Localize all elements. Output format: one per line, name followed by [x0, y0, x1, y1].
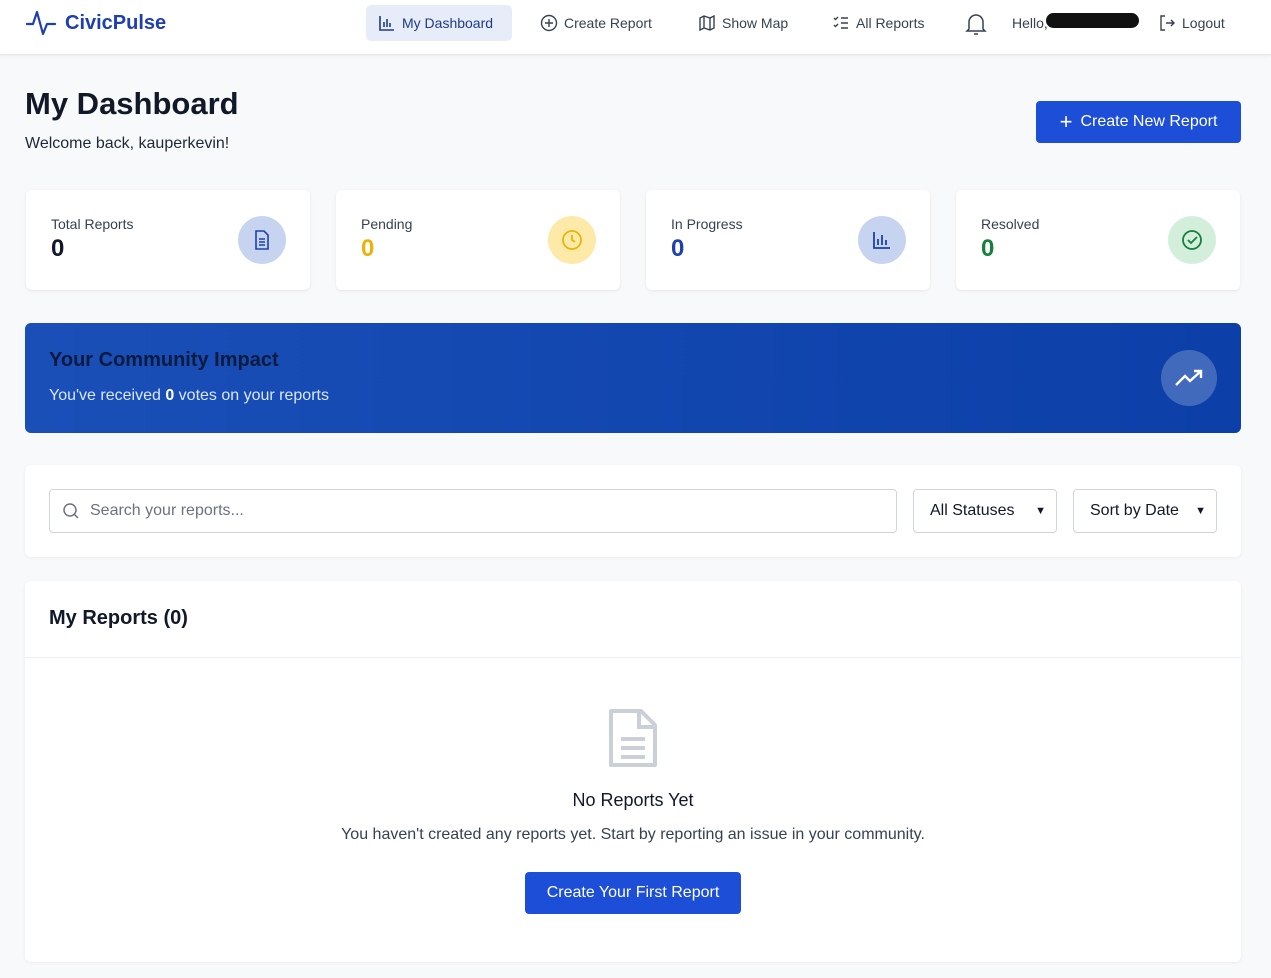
- empty-document-icon: [609, 709, 657, 767]
- welcome-text: Welcome back, kauperkevin!: [25, 135, 230, 152]
- greeting: Hello,: [1012, 15, 1048, 31]
- brand-logo[interactable]: CivicPulse: [25, 8, 166, 38]
- divider: [25, 657, 1241, 658]
- redacted-username: [1046, 13, 1139, 28]
- check-circle-icon: [1168, 216, 1216, 264]
- list-check-icon: [833, 16, 848, 29]
- nav-label: All Reports: [856, 15, 925, 31]
- create-first-report-button[interactable]: Create Your First Report: [525, 872, 741, 914]
- status-select[interactable]: All Statuses ▼: [913, 489, 1057, 533]
- map-icon: [699, 14, 715, 32]
- create-new-report-button[interactable]: + Create New Report: [1036, 101, 1241, 143]
- search-input[interactable]: [90, 502, 850, 520]
- logout-icon: [1160, 15, 1175, 31]
- reports-title: My Reports (0): [49, 607, 188, 629]
- empty-text: You haven't created any reports yet. Sta…: [341, 826, 925, 843]
- community-impact-banner: Your Community Impact You've received 0 …: [25, 323, 1241, 433]
- nav-label: Create Report: [564, 15, 652, 31]
- pulse-icon: [25, 10, 57, 36]
- impact-text: You've received 0 votes on your reports: [49, 387, 329, 404]
- sort-value: Sort by Date: [1090, 502, 1179, 519]
- stat-card-total: Total Reports 0: [26, 190, 310, 290]
- impact-title: Your Community Impact: [49, 349, 279, 371]
- my-reports-panel: My Reports (0) No Reports Yet You haven'…: [25, 581, 1241, 962]
- bar-chart-icon: [379, 16, 394, 31]
- bar-chart-icon: [858, 216, 906, 264]
- logout-button[interactable]: Logout: [1146, 5, 1237, 41]
- nav-label: Show Map: [722, 15, 789, 31]
- clock-icon: [548, 216, 596, 264]
- nav-all-reports[interactable]: All Reports: [820, 5, 936, 41]
- button-label: Create New Report: [1080, 113, 1218, 130]
- nav-create-report[interactable]: Create Report: [528, 5, 664, 41]
- search-icon: [63, 503, 79, 519]
- plus-icon: +: [1059, 109, 1073, 134]
- stat-card-pending: Pending 0: [336, 190, 620, 290]
- stat-label: Total Reports: [51, 216, 134, 232]
- document-icon: [238, 216, 286, 264]
- votes-count: 0: [165, 387, 175, 404]
- empty-title: No Reports Yet: [572, 790, 694, 810]
- top-nav: CivicPulse My Dashboard Create Report Sh…: [0, 0, 1271, 55]
- stat-card-resolved: Resolved 0: [956, 190, 1240, 290]
- search-box[interactable]: [49, 489, 897, 533]
- chevron-down-icon: ▼: [1035, 505, 1046, 517]
- trending-up-icon: [1161, 350, 1217, 406]
- nav-show-map[interactable]: Show Map: [686, 5, 800, 41]
- plus-circle-icon: [540, 14, 558, 32]
- stat-value: 0: [981, 235, 995, 262]
- stat-value: 0: [671, 235, 685, 262]
- stat-label: Resolved: [981, 216, 1040, 232]
- chevron-down-icon: ▼: [1195, 505, 1206, 517]
- stat-value: 0: [51, 235, 65, 262]
- button-label: Create Your First Report: [546, 884, 720, 901]
- status-value: All Statuses: [930, 502, 1015, 519]
- nav-label: My Dashboard: [402, 15, 494, 31]
- bell-icon[interactable]: [964, 11, 988, 37]
- sort-select[interactable]: Sort by Date ▼: [1073, 489, 1217, 533]
- nav-my-dashboard[interactable]: My Dashboard: [366, 5, 512, 41]
- stat-label: In Progress: [671, 216, 743, 232]
- stat-card-in-progress: In Progress 0: [646, 190, 930, 290]
- stat-label: Pending: [361, 216, 413, 232]
- logout-label: Logout: [1182, 15, 1225, 31]
- filters-panel: All Statuses ▼ Sort by Date ▼: [25, 465, 1241, 557]
- stat-value: 0: [361, 235, 375, 262]
- brand-name: CivicPulse: [65, 11, 167, 34]
- page-title: My Dashboard: [25, 86, 239, 121]
